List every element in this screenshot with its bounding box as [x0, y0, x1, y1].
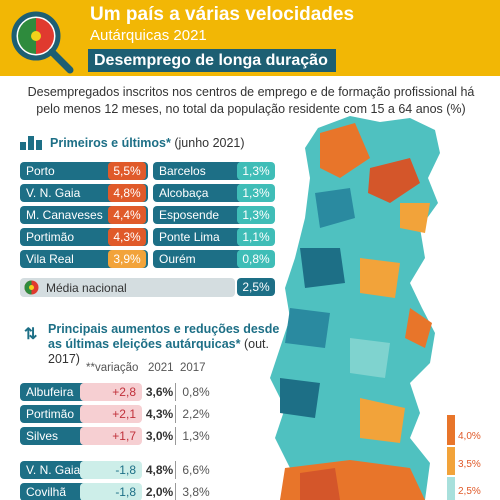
municipality: Portimão: [20, 405, 86, 423]
arrows-icon: ⇅: [24, 326, 38, 343]
variation: -1,8: [80, 461, 142, 479]
value-2017: 1,3%: [182, 429, 210, 443]
bottom-value: 1,3%: [237, 206, 275, 224]
value-2017: 6,6%: [182, 463, 210, 477]
legend-label: 3,5%: [458, 459, 481, 470]
top-value: 3,9%: [108, 250, 146, 268]
changes-heading: Principais aumentos e reduções desde as …: [48, 322, 288, 367]
value-2021: 4,3%: [144, 405, 176, 423]
value-2017: 3,8%: [182, 485, 210, 499]
map: [270, 116, 440, 500]
bottom-name: Esposende: [153, 206, 243, 224]
legend-label: 2,5%: [458, 486, 481, 497]
subtitle: Autárquicas 2021: [90, 27, 207, 44]
national-value: 2,5%: [237, 278, 275, 296]
ranking-note: (junho 2021): [174, 136, 245, 150]
bars-icon: [20, 136, 42, 150]
value-2017: 0,8%: [182, 385, 210, 399]
legend-swatch: [447, 415, 455, 445]
national-bar: [20, 278, 235, 297]
column-header: 2021: [148, 362, 174, 374]
value-2021: 4,8%: [144, 461, 176, 479]
top-value: 4,8%: [108, 184, 146, 202]
top-value: 4,3%: [108, 228, 146, 246]
column-header: 2017: [180, 362, 206, 374]
ranking-title: Primeiros e últimos*: [50, 136, 171, 150]
value-2017: 2,2%: [182, 407, 210, 421]
bottom-value: 1,3%: [237, 162, 275, 180]
title: Um país a várias velocidades: [90, 4, 355, 25]
description: Desempregados inscritos nos centros de e…: [27, 85, 475, 116]
column-header: **variação: [86, 362, 139, 374]
bottom-value: 1,3%: [237, 184, 275, 202]
bottom-value: 0,8%: [237, 250, 275, 268]
value-2021: 2,0%: [144, 483, 176, 500]
variation: +2,8: [80, 383, 142, 401]
municipality: Covilhã: [20, 483, 86, 500]
bottom-name: Ourém: [153, 250, 243, 268]
changes-note: (out. 2017): [48, 337, 269, 366]
legend-swatch: [447, 447, 455, 475]
bottom-name: Alcobaça: [153, 184, 243, 202]
bottom-name: Ponte Lima: [153, 228, 243, 246]
variation: +1,7: [80, 427, 142, 445]
value-2021: 3,0%: [144, 427, 176, 445]
top-value: 5,5%: [108, 162, 146, 180]
logo-icon: [11, 11, 74, 74]
national-name: Média nacional: [46, 281, 127, 295]
banner: Desemprego de longa duração: [88, 49, 336, 72]
municipality: Silves: [20, 427, 86, 445]
variation: +2,1: [80, 405, 142, 423]
legend-swatch: [447, 477, 455, 500]
value-2021: 3,6%: [144, 383, 176, 401]
municipality: Albufeira: [20, 383, 86, 401]
changes-title: Principais aumentos e reduções desde as …: [48, 322, 280, 351]
municipality: V. N. Gaia: [20, 461, 86, 479]
variation: -1,8: [80, 483, 142, 500]
bottom-name: Barcelos: [153, 162, 243, 180]
top-value: 4,4%: [108, 206, 146, 224]
bottom-value: 1,1%: [237, 228, 275, 246]
flag-icon: [24, 280, 39, 295]
ranking-heading: Primeiros e últimos* (junho 2021): [50, 136, 245, 150]
legend-label: 4,0%: [458, 431, 481, 442]
